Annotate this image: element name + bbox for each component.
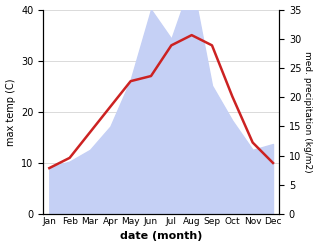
Y-axis label: max temp (C): max temp (C) bbox=[5, 78, 16, 145]
X-axis label: date (month): date (month) bbox=[120, 231, 202, 242]
Y-axis label: med. precipitation (kg/m2): med. precipitation (kg/m2) bbox=[303, 51, 313, 173]
